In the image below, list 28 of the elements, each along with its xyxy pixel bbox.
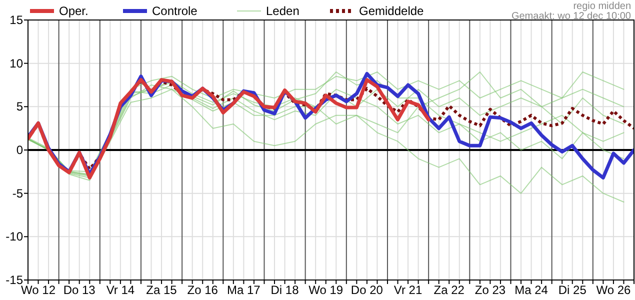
legend-label: Leden <box>266 4 300 18</box>
x-tick-label: Vr 21 <box>394 283 422 297</box>
x-tick-label: Za 15 <box>146 283 178 297</box>
legend-label: Controle <box>152 4 198 18</box>
y-tick-label: 5 <box>16 100 24 114</box>
x-tick-label: Di 25 <box>558 283 587 297</box>
y-tick-label: 0 <box>16 143 24 157</box>
x-tick-label: Di 18 <box>270 283 300 297</box>
x-tick-label: Ma 24 <box>514 283 548 297</box>
y-tick-label: 15 <box>10 13 24 27</box>
x-tick-label: Vr 14 <box>106 283 135 297</box>
x-tick-label: Zo 16 <box>187 283 218 297</box>
x-tick-label: Wo 26 <box>596 283 632 297</box>
x-tick-label: Wo 12 <box>21 283 56 297</box>
text: regio midden <box>573 1 631 12</box>
y-tick-label: -15 <box>6 273 24 287</box>
annotation: Gemaakt: wo 12 dec 10:00 <box>511 11 632 22</box>
x-tick-label: Ma 17 <box>227 283 261 297</box>
y-tick-label: -5 <box>12 186 24 200</box>
y-tick-label: -10 <box>6 230 24 244</box>
x-tick-label: Do 13 <box>63 283 96 297</box>
y-tick-label: 10 <box>10 56 24 70</box>
x-tick-label: Do 20 <box>350 283 384 297</box>
x-tick-label: Wo 19 <box>308 283 344 297</box>
legend-label: Gemiddelde <box>359 4 424 18</box>
x-tick-label: Za 22 <box>434 283 465 297</box>
x-tick-label: Zo 23 <box>474 283 506 297</box>
legend-label: Oper. <box>59 4 88 18</box>
